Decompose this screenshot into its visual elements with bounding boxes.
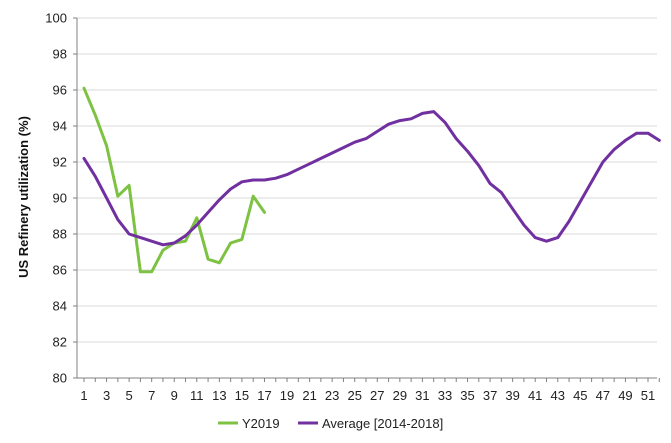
y-tick-label: 96 — [53, 83, 67, 98]
x-tick-label: 35 — [460, 388, 474, 403]
x-tick-label: 33 — [438, 388, 452, 403]
x-tick-label: 17 — [257, 388, 271, 403]
y-tick-label: 98 — [53, 47, 67, 62]
y-tick-label: 88 — [53, 227, 67, 242]
series-lines — [82, 86, 661, 274]
x-tick-label: 15 — [235, 388, 249, 403]
x-tick-label: 41 — [528, 388, 542, 403]
legend: Y2019 Average [2014-2018] — [218, 416, 443, 431]
y-axis-title: US Refinery utilization (%) — [16, 116, 31, 278]
x-tick-label: 13 — [212, 388, 226, 403]
x-tick-label: 29 — [393, 388, 407, 403]
series-line-average-2014-2018 — [82, 110, 661, 247]
legend-label: Y2019 — [242, 416, 280, 431]
y-tick-label: 92 — [53, 155, 67, 170]
y-tick-label: 82 — [53, 335, 67, 350]
y-tick-label: 90 — [53, 191, 67, 206]
x-tick-label: 3 — [103, 388, 110, 403]
x-tick-label: 11 — [190, 388, 204, 403]
y-tick-label: 80 — [53, 371, 67, 386]
x-tick-label: 21 — [302, 388, 316, 403]
x-tick-label: 39 — [505, 388, 519, 403]
x-tick-label: 25 — [347, 388, 361, 403]
axes — [73, 17, 660, 382]
x-tick-label: 5 — [126, 388, 133, 403]
x-tick-label: 37 — [483, 388, 497, 403]
x-tick-label: 9 — [171, 388, 178, 403]
legend-label: Average [2014-2018] — [322, 416, 443, 431]
x-tick-label: 45 — [573, 388, 587, 403]
x-tick-label: 19 — [280, 388, 294, 403]
x-tick-label: 47 — [596, 388, 610, 403]
y-tick-label: 100 — [45, 11, 67, 26]
x-tick-label: 49 — [618, 388, 632, 403]
gridlines — [77, 17, 657, 379]
y-tick-label: 86 — [53, 263, 67, 278]
y-tick-label: 94 — [53, 119, 67, 134]
x-tick-label: 51 — [641, 388, 655, 403]
y-tick-label: 84 — [53, 299, 67, 314]
x-tick-label: 23 — [325, 388, 339, 403]
x-tick-label: 27 — [370, 388, 384, 403]
x-tick-label: 7 — [148, 388, 155, 403]
x-tick-label: 43 — [551, 388, 565, 403]
x-tick-label: 31 — [415, 388, 429, 403]
x-tick-label: 1 — [80, 388, 87, 403]
